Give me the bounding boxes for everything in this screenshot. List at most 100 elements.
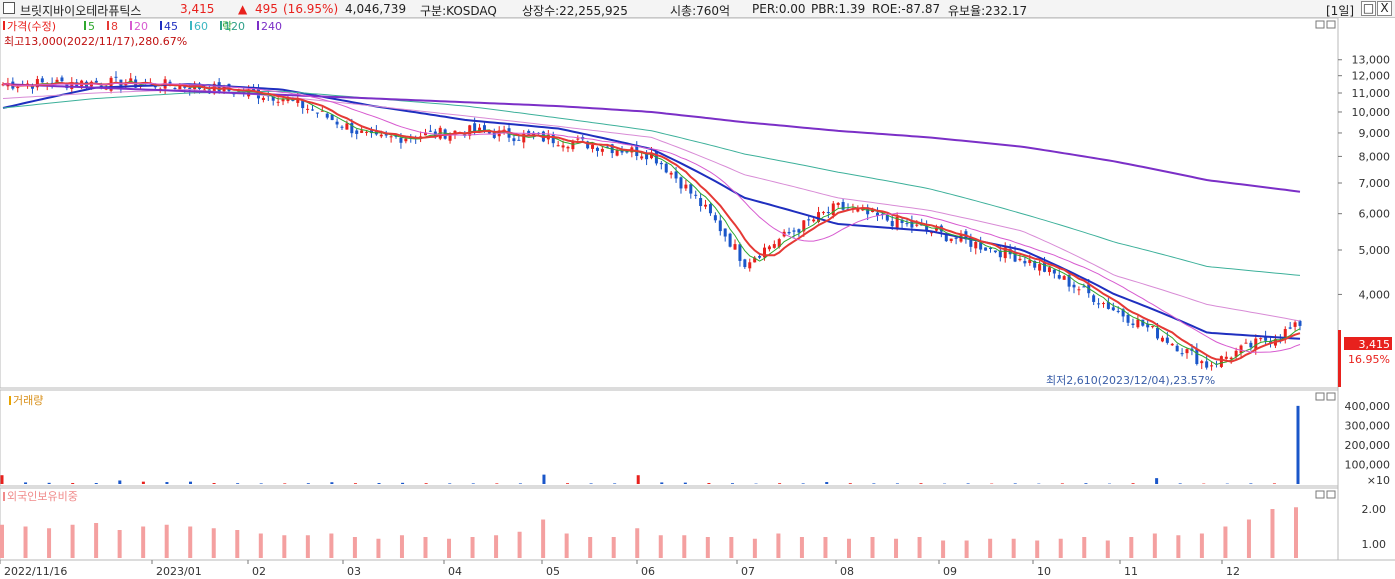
candle-body — [586, 141, 590, 149]
ma-legend: 5 8 20 45 60 120 240 — [84, 20, 282, 33]
candle-body — [831, 203, 835, 216]
market-type: 구분:KOSDAQ — [420, 4, 497, 18]
price-change: 495 — [255, 2, 278, 16]
candle-body — [969, 236, 973, 247]
volume-bar — [613, 483, 617, 484]
volume-axis: 100,000 200,000 300,000 400,000 — [1345, 400, 1391, 472]
high-annotation: 최고13,000(2022/11/17),280.67% — [4, 35, 187, 48]
foreign-bar — [47, 528, 52, 558]
foreign-bar — [1246, 519, 1251, 558]
candle-body — [1219, 356, 1223, 367]
candle-body — [1249, 342, 1253, 348]
candle-body — [532, 132, 536, 136]
candle-body — [556, 145, 560, 147]
candle-body — [605, 146, 609, 148]
candle-body — [202, 89, 206, 91]
candle-body — [645, 153, 649, 160]
candle-body — [949, 238, 953, 242]
candle-body — [733, 244, 737, 250]
moving-average-lines — [2, 80, 1301, 366]
volume-panel-close-button[interactable] — [1326, 392, 1336, 401]
candle-body — [1239, 345, 1243, 353]
period-button[interactable]: [1일] — [1326, 4, 1355, 18]
maximize-button[interactable]: □ — [1361, 1, 1376, 16]
candle-body — [1298, 320, 1302, 326]
volume-bar — [0, 475, 4, 484]
candle-body — [910, 220, 914, 228]
roe-value: ROE:-87.87 — [872, 2, 941, 16]
foreign-bar — [635, 528, 640, 558]
foreign-bars — [0, 507, 1298, 558]
candle-body — [792, 230, 796, 232]
volume-bar — [966, 483, 970, 484]
candle-body — [1200, 361, 1204, 364]
volume-bar — [1084, 483, 1088, 484]
volume-bar — [259, 483, 263, 484]
candle-body — [988, 248, 992, 250]
candle-body — [487, 131, 491, 134]
candle-body — [1165, 337, 1169, 343]
volume-bar — [24, 482, 28, 484]
candle-body — [821, 212, 825, 214]
candle-body — [1180, 353, 1184, 355]
candle-body — [94, 80, 98, 83]
volume-bar — [236, 483, 240, 484]
volume-bar — [1296, 405, 1300, 484]
candle-body — [1126, 314, 1130, 323]
date-tick-label: 2022/11/16 — [4, 565, 67, 578]
volume-panel-minimize-button[interactable] — [1315, 392, 1325, 401]
volume-tick-label: 300,000 — [1345, 419, 1391, 432]
candle-body — [360, 130, 364, 133]
price-tick-label: 5,000 — [1359, 244, 1391, 257]
volume-bar — [707, 483, 711, 484]
price-panel-minimize-button[interactable] — [1315, 20, 1325, 29]
volume-bar — [165, 482, 169, 484]
date-tick-label: 09 — [943, 565, 957, 578]
ma-legend-marker — [84, 21, 86, 30]
foreign-bar — [94, 523, 99, 558]
checkbox-icon[interactable] — [3, 2, 15, 14]
foreign-bar — [541, 519, 546, 558]
ma-legend-marker — [220, 21, 222, 30]
date-axis: 2022/11/16 2023/01 02 03 04 05 06 07 08 09 10 11 12 — [0, 560, 1240, 578]
volume-bar — [189, 481, 193, 484]
volume-bar — [683, 482, 687, 484]
volume-unit: ×10 — [1367, 474, 1390, 487]
foreign-bar — [423, 537, 428, 558]
ma-legend-label: 45 — [164, 20, 178, 33]
candle-body — [1072, 284, 1076, 288]
candle-body — [1111, 307, 1115, 311]
current-day-bar — [1338, 330, 1341, 387]
ma-legend-label: 60 — [194, 20, 208, 33]
candle-body — [1234, 350, 1238, 357]
price-tick-label: 12,000 — [1352, 70, 1391, 83]
candle-body — [527, 130, 531, 135]
volume-bar — [1131, 483, 1135, 484]
candle-body — [650, 152, 653, 159]
foreign-bar — [399, 535, 404, 558]
foreign-panel-close-button[interactable] — [1326, 490, 1336, 499]
close-button[interactable]: X — [1377, 1, 1392, 16]
volume-bar — [495, 483, 499, 484]
price-panel-close-button[interactable] — [1326, 20, 1336, 29]
price-tick-label: 4,000 — [1359, 288, 1391, 301]
foreign-bar — [376, 538, 381, 558]
date-tick-label: 02 — [252, 565, 266, 578]
candle-body — [1288, 327, 1292, 329]
foreign-bar — [447, 538, 452, 558]
candle-body — [399, 137, 403, 143]
volume-bar — [1178, 483, 1182, 484]
foreign-bar — [752, 538, 757, 558]
candle-body — [1170, 343, 1174, 346]
candle-body — [301, 99, 305, 109]
candle-body — [974, 242, 978, 249]
candle-body — [1047, 267, 1051, 273]
foreign-panel-minimize-button[interactable] — [1315, 490, 1325, 499]
foreign-axis: 1.00 2.00 — [1362, 503, 1387, 551]
volume-bar — [872, 483, 876, 484]
candle-body — [871, 210, 875, 213]
date-tick-label: 05 — [546, 565, 560, 578]
chart-header: 브릿지바이오테라퓨틱스 3,415 ▲ 495 (16.95%) 4,046,7… — [0, 0, 1395, 18]
candle-body — [836, 202, 840, 205]
candle-body — [728, 233, 732, 247]
